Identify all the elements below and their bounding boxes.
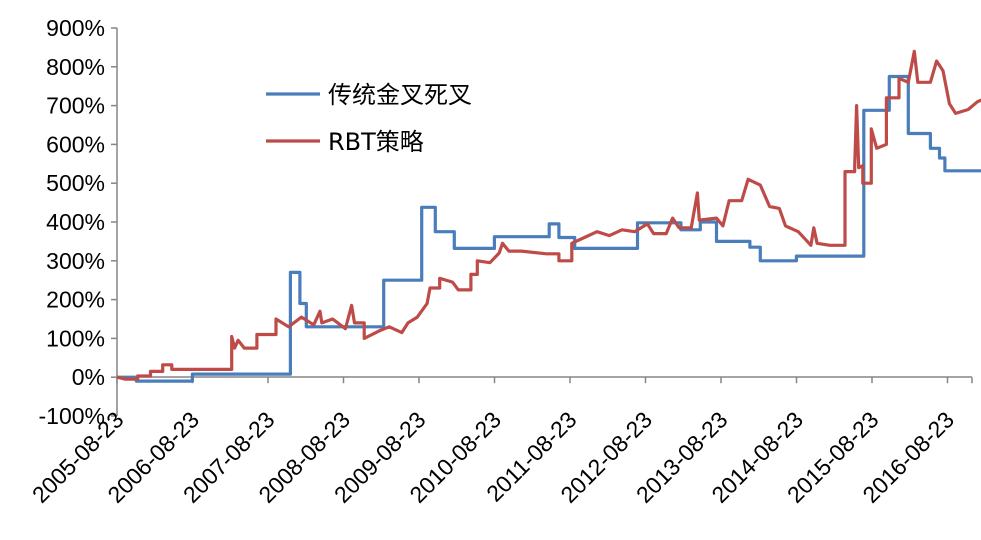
y-tick-label: 200% (46, 287, 105, 313)
y-tick-label: 700% (46, 93, 105, 119)
series-lines (116, 49, 981, 383)
legend: 传统金叉死叉 RBT策略 (266, 81, 472, 156)
series-line-2 (116, 49, 981, 381)
legend-label-1: 传统金叉死叉 (328, 81, 472, 109)
y-tick-label: 600% (46, 131, 105, 157)
y-tick-label: 900% (46, 15, 105, 41)
series-line-1 (117, 74, 981, 383)
y-axis-ticks: 900% 800% 700% 600% 500% 400% 300% 200% 100% 0% -1… (39, 15, 117, 429)
y-tick-label: 0% (72, 364, 105, 390)
y-tick-label: 100% (46, 325, 105, 351)
x-axis-ticks: 2005-08-232006-08-232007-08-232008-08-23… (27, 377, 973, 508)
y-tick-label: 500% (46, 170, 105, 196)
y-tick-label: -100% (39, 403, 105, 429)
y-tick-label: 800% (46, 54, 105, 80)
legend-label-2: RBT策略 (328, 128, 424, 156)
y-tick-label: 400% (46, 209, 105, 235)
y-tick-label: 300% (46, 248, 105, 274)
